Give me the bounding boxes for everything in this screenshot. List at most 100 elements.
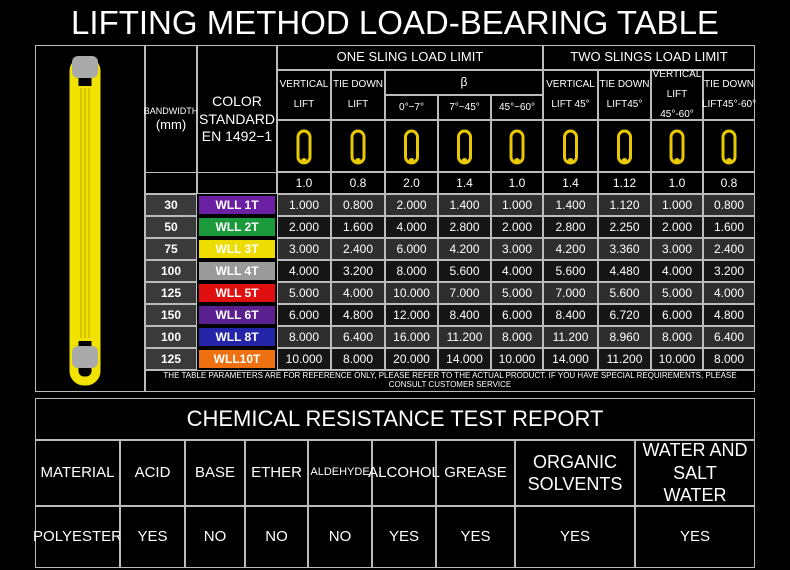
chem-header-text: GREASE xyxy=(444,463,507,481)
wll: WLL 2T xyxy=(197,216,277,238)
method-header-text: TIE DOWN xyxy=(704,79,754,90)
value-text: 2.000 xyxy=(501,219,533,234)
value-text: 2.000 xyxy=(661,219,693,234)
wll: WLL 1T xyxy=(197,194,277,216)
method-header-text: LIFT45°-60° xyxy=(701,99,757,110)
method-header-text: 45°−60° xyxy=(498,101,536,113)
wll-text: WLL 1T xyxy=(215,197,259,212)
bandwidth: 150 xyxy=(145,304,197,326)
value-text: 6.400 xyxy=(713,329,745,344)
color-header-text: COLOR xyxy=(212,93,262,110)
value: 8.400 xyxy=(543,304,598,326)
value-text: 1.400 xyxy=(449,197,480,212)
icon xyxy=(669,129,685,165)
value-text: 1.120 xyxy=(609,197,640,212)
method-header-text: VERTICAL xyxy=(279,79,329,90)
group-header: ONE SLING LOAD LIMIT xyxy=(277,45,543,70)
value-text: 8.400 xyxy=(555,307,586,322)
value-text: 8.000 xyxy=(342,351,374,366)
method-header: 45°−60° xyxy=(491,95,543,120)
value-text: 10.000 xyxy=(285,351,323,366)
chem-value-text: YES xyxy=(679,527,710,545)
method-header-text: LIFT xyxy=(293,99,315,110)
wll-text: WLL 3T xyxy=(215,241,259,256)
value-text: 5.600 xyxy=(449,263,480,278)
factor: 1.4 xyxy=(438,172,491,194)
title-text: LIFTING METHOD LOAD-BEARING TABLE xyxy=(71,4,719,42)
value: 11.200 xyxy=(438,326,491,348)
factor: 0.8 xyxy=(331,172,385,194)
value: 2.000 xyxy=(277,216,331,238)
value-text: 1.400 xyxy=(555,197,586,212)
value-text: 8.000 xyxy=(661,329,693,344)
value: 1.120 xyxy=(598,194,651,216)
value-text: 3.000 xyxy=(501,241,533,256)
bandwidth-header-text: (mm) xyxy=(155,117,187,132)
value: 3.000 xyxy=(651,238,703,260)
value: 8.960 xyxy=(598,326,651,348)
value: 3.200 xyxy=(331,260,385,282)
method-header-text: 0°−7° xyxy=(399,101,424,113)
value: 12.000 xyxy=(385,304,438,326)
value-text: 4.800 xyxy=(713,307,745,322)
factor: 2.0 xyxy=(385,172,438,194)
method-icon xyxy=(385,120,438,172)
chem-header-text: WATER AND SALT WATER xyxy=(642,440,748,506)
value: 2.000 xyxy=(385,194,438,216)
value-text: 10.000 xyxy=(658,351,696,366)
value: 1.000 xyxy=(491,194,543,216)
chem-value-text: YES xyxy=(137,527,168,545)
value: 3.200 xyxy=(703,260,755,282)
chem-value-text: YES xyxy=(559,527,590,545)
factor-text: 1.4 xyxy=(562,175,579,190)
value: 14.000 xyxy=(543,348,598,370)
chem-value-text: YES xyxy=(460,527,491,545)
value: 8.400 xyxy=(438,304,491,326)
bandwidth-text: 50 xyxy=(164,219,178,234)
value-text: 16.000 xyxy=(393,329,430,344)
icon xyxy=(350,129,366,165)
value-text: 1.000 xyxy=(661,197,693,212)
value-text: 5.600 xyxy=(609,285,640,300)
bandwidth-text: 125 xyxy=(160,285,182,300)
value: 5.600 xyxy=(598,282,651,304)
value-text: 4.200 xyxy=(449,241,480,256)
factor-text: 2.0 xyxy=(403,175,420,190)
chem-value: NO xyxy=(245,506,308,568)
value: 16.000 xyxy=(385,326,438,348)
value: 4.200 xyxy=(543,238,598,260)
value: 6.000 xyxy=(491,304,543,326)
factor-text: 1.4 xyxy=(456,175,473,190)
title: LIFTING METHOD LOAD-BEARING TABLE xyxy=(35,0,755,46)
value: 10.000 xyxy=(277,348,331,370)
chem-header-text: ORGANIC SOLVENTS xyxy=(527,451,623,495)
sling-illustration xyxy=(69,56,101,386)
factor: 0.8 xyxy=(703,172,755,194)
value-text: 0.800 xyxy=(342,197,374,212)
value: 5.000 xyxy=(277,282,331,304)
value-text: 8.960 xyxy=(609,329,640,344)
value-text: 6.000 xyxy=(661,307,693,322)
value-text: 10.000 xyxy=(498,351,536,366)
value: 2.000 xyxy=(491,216,543,238)
value-text: 8.000 xyxy=(396,263,427,278)
value-text: 8.000 xyxy=(713,351,745,366)
chem-header-text: BASE xyxy=(194,463,236,481)
value-text: 4.000 xyxy=(342,285,374,300)
value-text: 14.000 xyxy=(446,351,483,366)
value: 2.800 xyxy=(543,216,598,238)
note-text: THE TABLE PARAMETERS ARE FOR REFERENCE O… xyxy=(163,371,737,389)
chem-header: GREASE xyxy=(436,440,515,506)
chem-value-text: YES xyxy=(388,527,419,545)
factor: 1.0 xyxy=(277,172,331,194)
bandwidth: 75 xyxy=(145,238,197,260)
value-text: 7.000 xyxy=(555,285,586,300)
value-text: 11.200 xyxy=(446,329,483,344)
value: 20.000 xyxy=(385,348,438,370)
value: 1.000 xyxy=(651,194,703,216)
value: 8.000 xyxy=(331,348,385,370)
bandwidth-text: 125 xyxy=(160,351,182,366)
value-text: 2.400 xyxy=(342,241,374,256)
value: 2.800 xyxy=(438,216,491,238)
